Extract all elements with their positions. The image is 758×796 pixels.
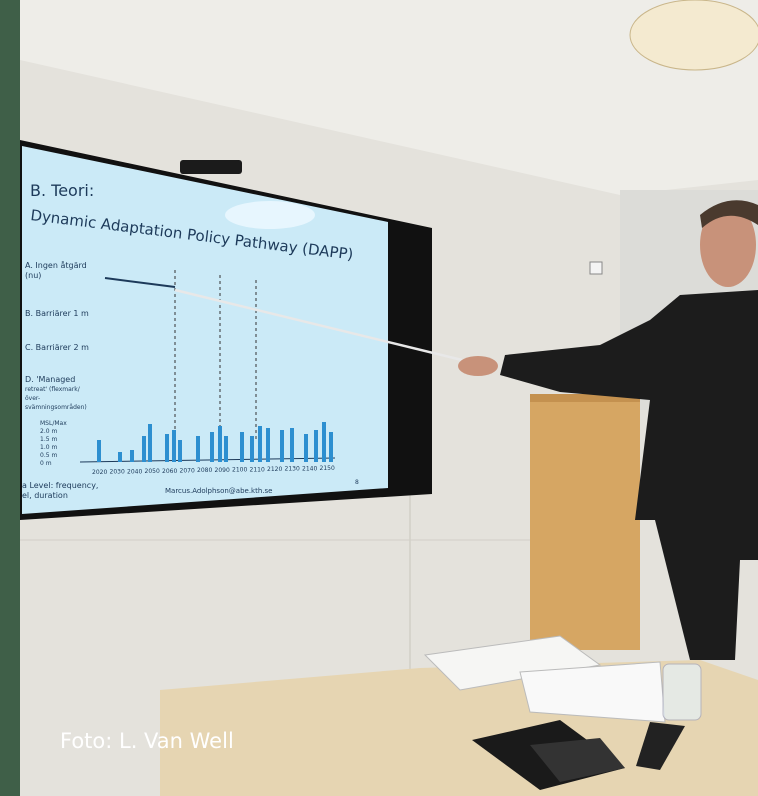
side-note: a Level: frequency, — [22, 481, 98, 490]
x-tick-label: 2020 — [92, 469, 107, 476]
y-tick-label: 0 m — [40, 460, 52, 467]
glass — [663, 664, 701, 720]
y-tick-label: 0.5 m — [40, 452, 57, 459]
option-label: retreat' (flexmark/ — [25, 386, 81, 393]
slide-page: 8 — [355, 479, 359, 486]
podium — [530, 394, 640, 650]
x-tick-label: 2090 — [215, 467, 230, 474]
y-tick-label: 1.5 m — [40, 436, 57, 443]
y-tick-label: 1.0 m — [40, 444, 57, 451]
camera — [180, 160, 242, 174]
slide-footer: Marcus.Adolphson@abe.kth.se — [165, 487, 272, 495]
option-label: D. 'Managed — [25, 375, 75, 384]
x-tick-label: 2070 — [180, 468, 195, 475]
person-hand — [458, 356, 498, 376]
x-tick-label: 2050 — [145, 468, 160, 475]
side-strip — [0, 0, 20, 796]
side-note: el, duration — [22, 491, 68, 500]
x-tick-label: 2030 — [110, 469, 125, 476]
x-tick-label: 2140 — [302, 465, 317, 472]
photo: B. Teori: Dynamic Adaptation Policy Path… — [0, 0, 758, 796]
page: B. Teori: Dynamic Adaptation Policy Path… — [0, 0, 758, 796]
x-tick-label: 2040 — [127, 468, 142, 475]
x-tick-label: 2110 — [250, 466, 265, 473]
notebook — [520, 662, 665, 722]
option-label: över- — [25, 395, 40, 402]
y-tick-label: 2.0 m — [40, 428, 57, 435]
socket — [590, 262, 602, 274]
photo-caption: Foto: L. Van Well — [60, 729, 234, 753]
x-tick-label: 2060 — [162, 468, 177, 475]
x-tick-label: 2150 — [320, 465, 335, 472]
y-axis-title: MSL/Max — [40, 420, 67, 427]
lamp — [630, 0, 758, 70]
option-label: svämningsområden) — [25, 404, 87, 411]
glare — [225, 201, 315, 229]
option-label: (nu) — [25, 271, 41, 280]
option-label: A. Ingen åtgärd — [25, 260, 87, 270]
slide-heading: B. Teori: — [30, 181, 94, 200]
x-tick-label: 2100 — [232, 467, 247, 474]
option-label: C. Barriärer 2 m — [25, 343, 89, 352]
x-tick-label: 2120 — [267, 466, 282, 473]
option-label: B. Barriärer 1 m — [25, 309, 89, 318]
x-tick-label: 2080 — [197, 467, 212, 474]
x-tick-label: 2130 — [285, 466, 300, 473]
